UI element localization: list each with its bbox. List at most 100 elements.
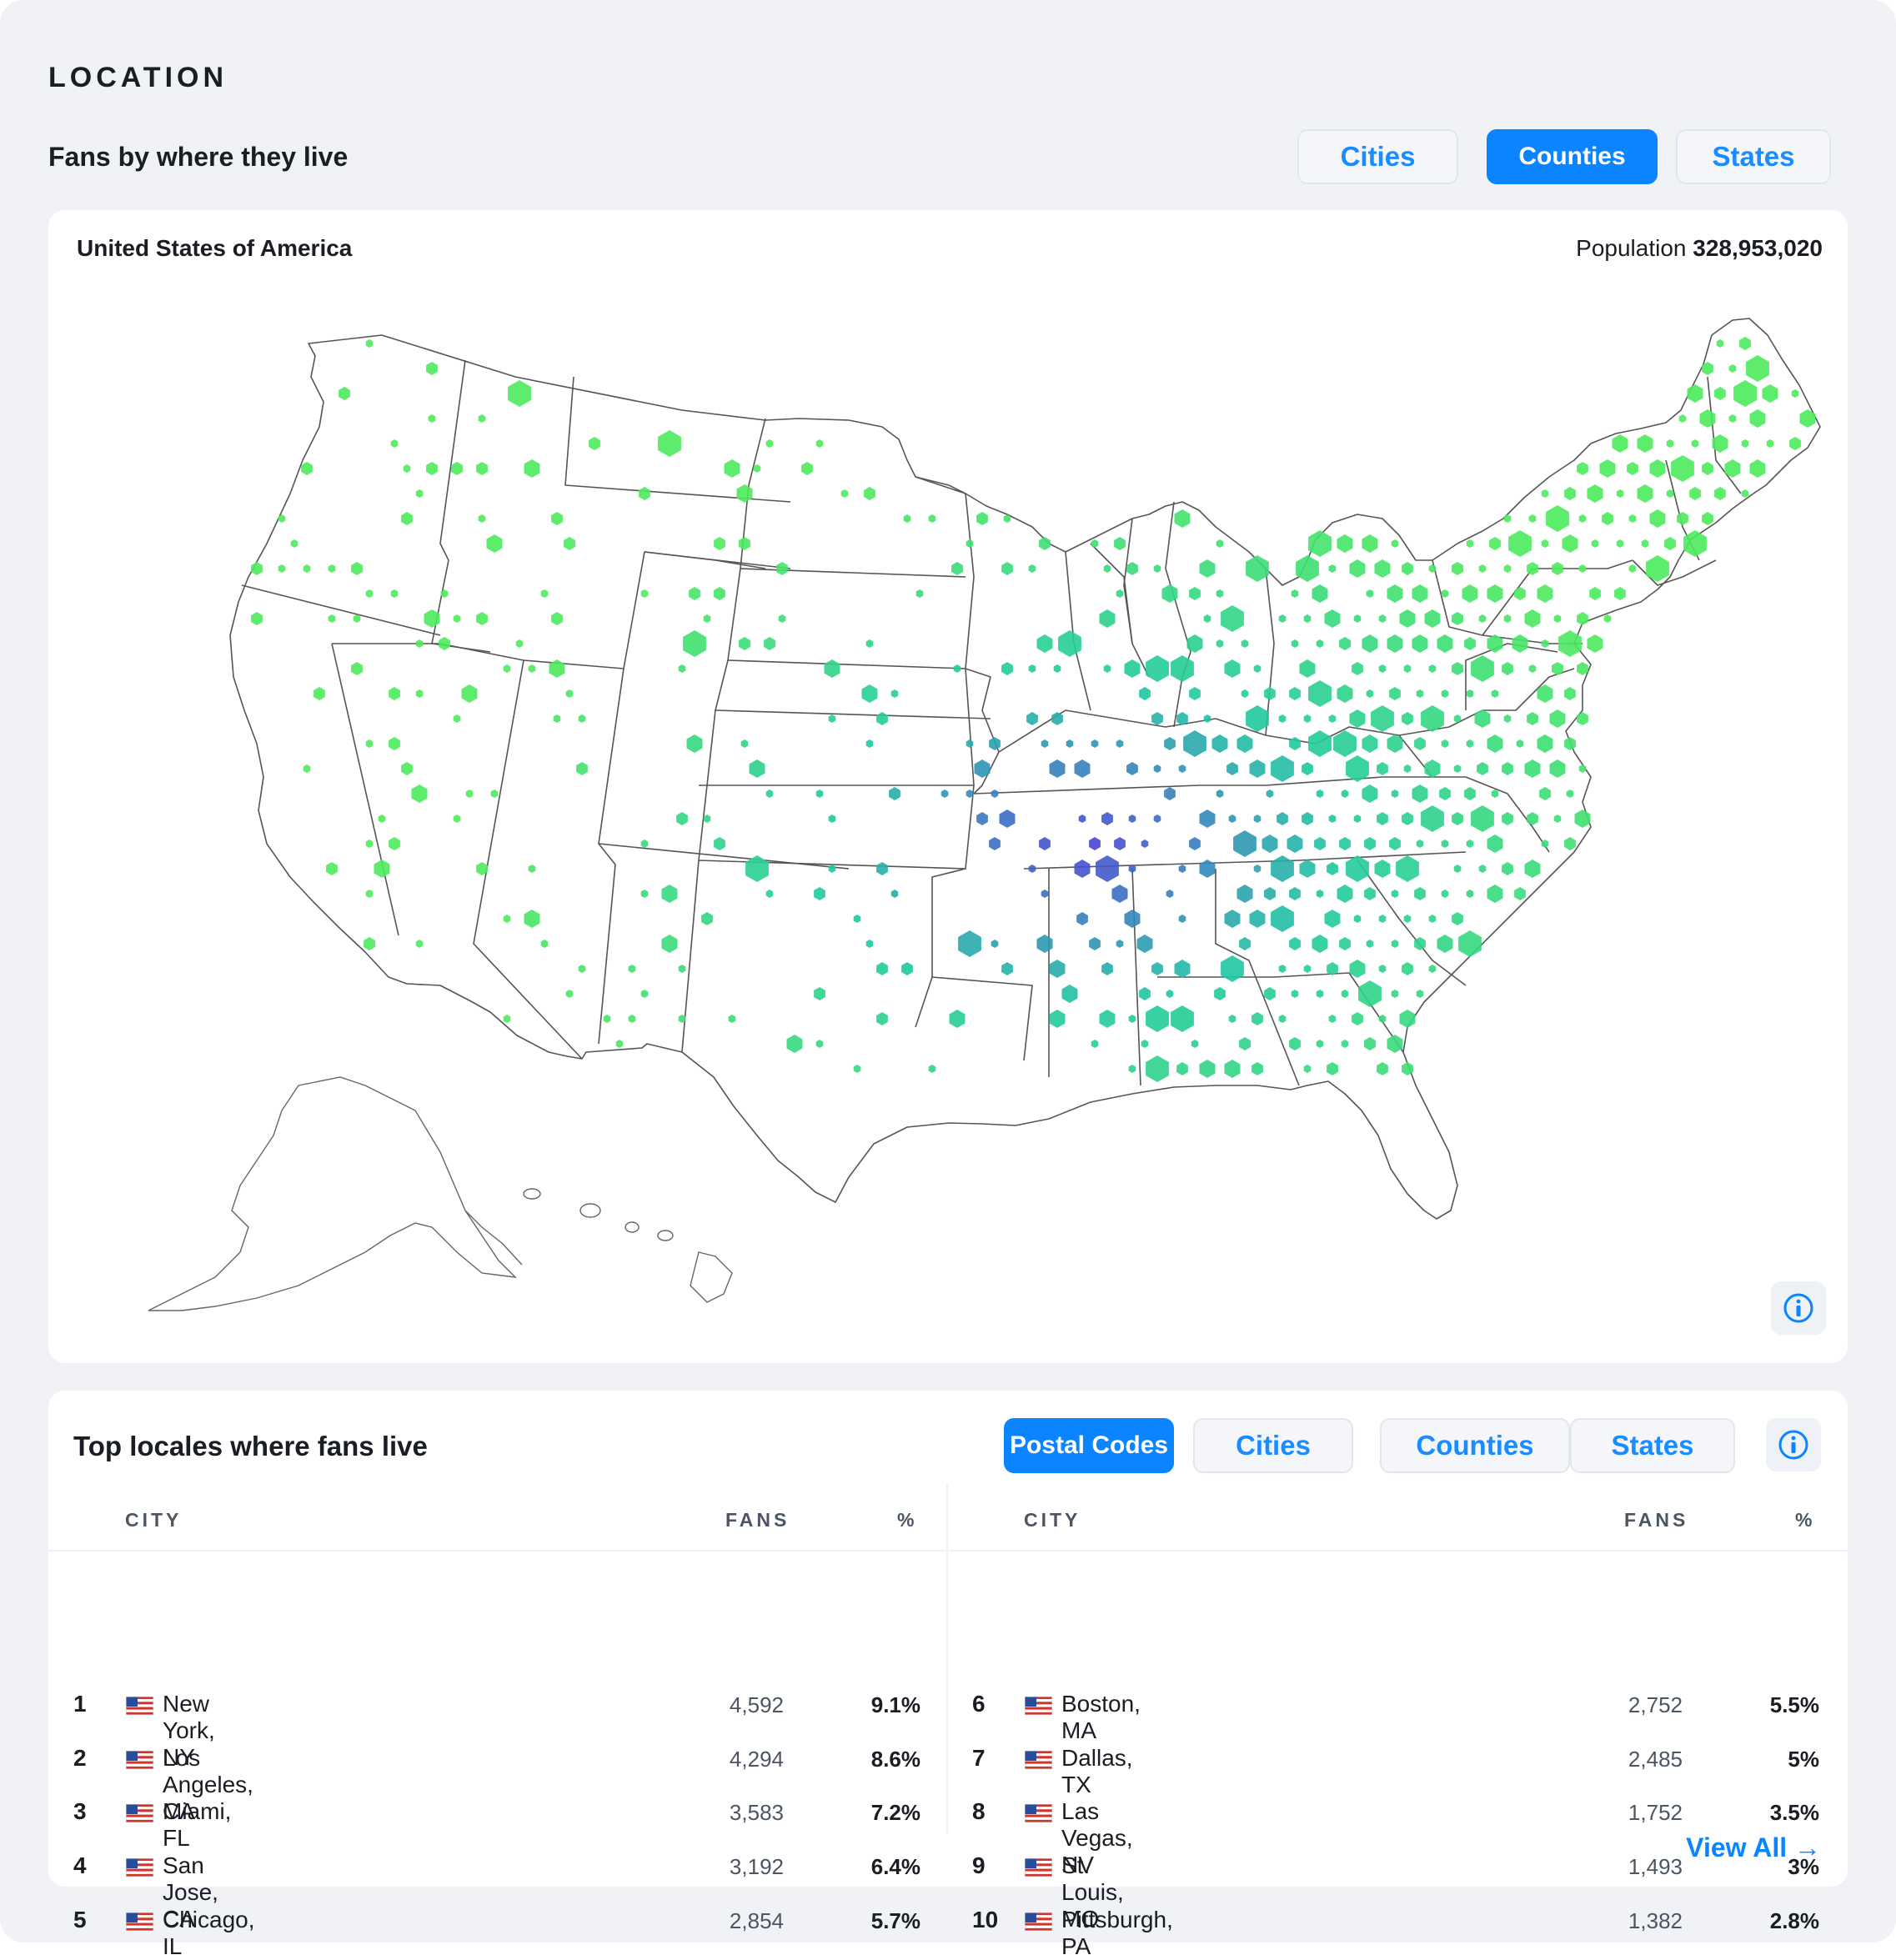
county-hexagon[interactable] <box>1527 712 1538 725</box>
county-hexagon[interactable] <box>1339 937 1351 950</box>
county-hexagon[interactable] <box>1049 759 1066 778</box>
county-hexagon[interactable] <box>1328 815 1337 823</box>
county-hexagon[interactable] <box>540 589 549 598</box>
county-hexagon[interactable] <box>1289 1037 1301 1050</box>
county-hexagon[interactable] <box>1328 564 1337 573</box>
county-hexagon[interactable] <box>1524 860 1541 878</box>
county-hexagon[interactable] <box>1364 1037 1376 1050</box>
county-hexagon[interactable] <box>1341 790 1349 798</box>
county-hexagon[interactable] <box>815 439 824 448</box>
county-hexagon[interactable] <box>1677 512 1688 525</box>
county-hexagon[interactable] <box>1299 659 1316 678</box>
locale-tab-counties[interactable]: Counties <box>1380 1418 1570 1473</box>
county-hexagon[interactable] <box>1453 764 1462 773</box>
county-hexagon[interactable] <box>1377 1062 1388 1075</box>
county-hexagon[interactable] <box>1578 764 1587 773</box>
county-hexagon[interactable] <box>1103 564 1111 573</box>
county-hexagon[interactable] <box>1389 687 1401 700</box>
county-hexagon[interactable] <box>1316 639 1324 648</box>
county-hexagon[interactable] <box>1428 915 1437 923</box>
county-hexagon[interactable] <box>1749 459 1766 478</box>
county-hexagon[interactable] <box>1337 684 1353 703</box>
county-hexagon[interactable] <box>1246 555 1269 582</box>
county-hexagon[interactable] <box>1226 762 1238 775</box>
locale-tab-states[interactable]: States <box>1570 1418 1735 1473</box>
county-hexagon[interactable] <box>1099 1010 1116 1028</box>
county-hexagon[interactable] <box>1516 739 1524 748</box>
county-hexagon[interactable] <box>1602 512 1613 525</box>
county-hexagon[interactable] <box>1303 965 1312 973</box>
county-hexagon[interactable] <box>1541 840 1549 848</box>
county-hexagon[interactable] <box>745 855 769 882</box>
county-hexagon[interactable] <box>424 609 440 628</box>
county-hexagon[interactable] <box>1049 1010 1066 1028</box>
county-hexagon[interactable] <box>1199 559 1216 578</box>
county-hexagon[interactable] <box>490 790 499 798</box>
county-hexagon[interactable] <box>1341 1040 1349 1048</box>
county-hexagon[interactable] <box>1166 990 1174 998</box>
county-hexagon[interactable] <box>1702 512 1713 525</box>
county-hexagon[interactable] <box>1471 655 1494 682</box>
county-hexagon[interactable] <box>1387 634 1403 653</box>
county-hexagon[interactable] <box>865 739 874 748</box>
county-hexagon[interactable] <box>1487 734 1503 753</box>
county-hexagon[interactable] <box>1339 837 1351 850</box>
county-hexagon[interactable] <box>1789 437 1801 450</box>
county-hexagon[interactable] <box>1314 837 1326 850</box>
county-hexagon[interactable] <box>428 414 436 423</box>
county-hexagon[interactable] <box>1471 805 1494 832</box>
county-hexagon[interactable] <box>1402 1062 1413 1075</box>
county-hexagon[interactable] <box>524 910 540 928</box>
county-hexagon[interactable] <box>1508 530 1532 557</box>
county-hexagon[interactable] <box>1487 885 1503 903</box>
county-hexagon[interactable] <box>1349 960 1366 978</box>
county-hexagon[interactable] <box>1603 614 1612 623</box>
county-hexagon[interactable] <box>1562 534 1578 553</box>
county-hexagon[interactable] <box>1078 815 1086 823</box>
county-hexagon[interactable] <box>678 965 686 973</box>
county-hexagon[interactable] <box>1428 664 1437 673</box>
county-hexagon[interactable] <box>1712 434 1728 453</box>
county-hexagon[interactable] <box>1441 589 1449 598</box>
county-hexagon[interactable] <box>1278 1015 1287 1023</box>
county-hexagon[interactable] <box>1637 484 1653 503</box>
county-hexagon[interactable] <box>1174 509 1191 528</box>
us-county-map[interactable] <box>48 210 1848 1363</box>
county-hexagon[interactable] <box>313 687 325 700</box>
county-hexagon[interactable] <box>828 815 836 823</box>
county-hexagon[interactable] <box>928 1065 936 1073</box>
county-hexagon[interactable] <box>1308 680 1332 707</box>
county-hexagon[interactable] <box>1296 555 1319 582</box>
county-hexagon[interactable] <box>364 937 375 950</box>
county-hexagon[interactable] <box>1139 987 1151 1000</box>
county-hexagon[interactable] <box>389 737 400 750</box>
county-hexagon[interactable] <box>1666 489 1674 498</box>
county-hexagon[interactable] <box>326 862 338 875</box>
county-hexagon[interactable] <box>1452 562 1463 575</box>
county-hexagon[interactable] <box>658 430 681 457</box>
county-hexagon[interactable] <box>876 862 888 875</box>
county-hexagon[interactable] <box>1176 1062 1188 1075</box>
county-hexagon[interactable] <box>678 1015 686 1023</box>
county-hexagon[interactable] <box>1378 915 1387 923</box>
county-hexagon[interactable] <box>1664 537 1676 550</box>
county-hexagon[interactable] <box>1599 459 1616 478</box>
county-hexagon[interactable] <box>966 539 974 548</box>
county-hexagon[interactable] <box>453 614 461 623</box>
county-hexagon[interactable] <box>1346 755 1369 782</box>
county-hexagon[interactable] <box>1337 885 1353 903</box>
county-hexagon[interactable] <box>426 362 438 375</box>
county-hexagon[interactable] <box>1416 689 1424 698</box>
county-hexagon[interactable] <box>958 930 981 957</box>
county-hexagon[interactable] <box>999 810 1016 828</box>
county-hexagon[interactable] <box>365 840 374 848</box>
county-hexagon[interactable] <box>1224 1060 1241 1078</box>
county-hexagon[interactable] <box>1402 812 1413 825</box>
county-hexagon[interactable] <box>1403 664 1412 673</box>
county-hexagon[interactable] <box>864 487 875 500</box>
county-hexagon[interactable] <box>578 965 586 973</box>
county-hexagon[interactable] <box>1466 689 1474 698</box>
county-hexagon[interactable] <box>1452 812 1463 825</box>
county-hexagon[interactable] <box>1178 915 1186 923</box>
county-hexagon[interactable] <box>1414 937 1426 950</box>
